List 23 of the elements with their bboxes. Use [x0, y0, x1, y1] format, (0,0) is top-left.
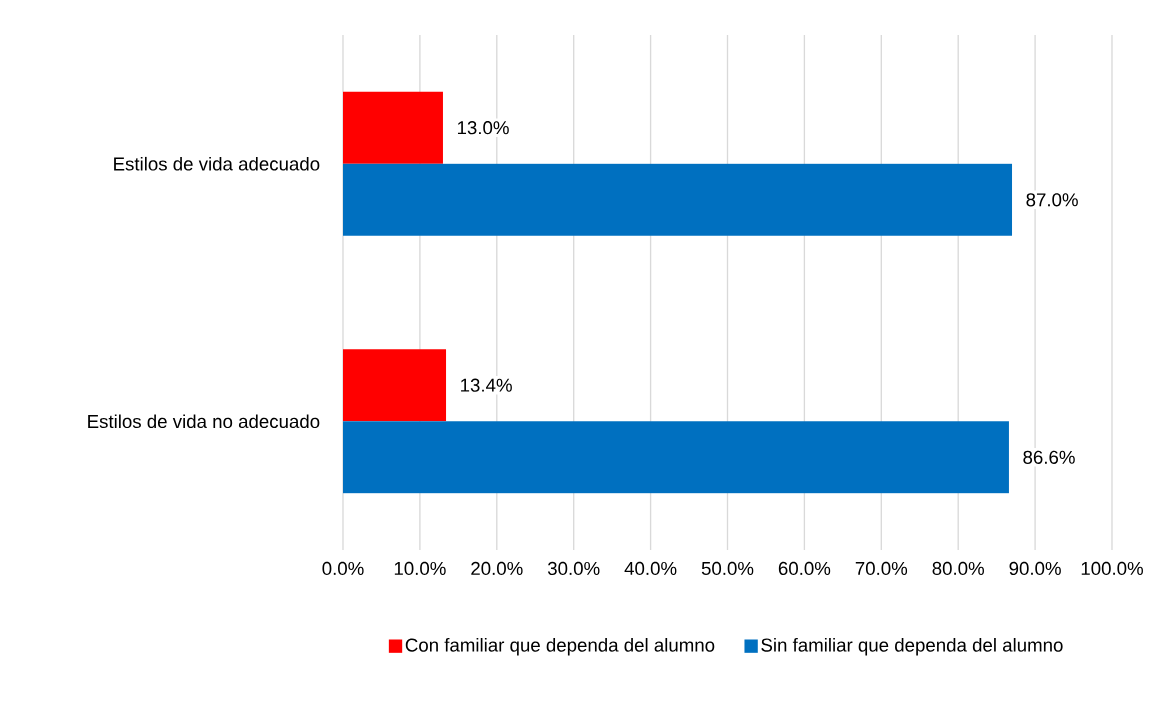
- x-tick-label: 70.0%: [855, 561, 908, 576]
- data-label: 86.6%: [1023, 450, 1075, 464]
- bar: [343, 163, 1013, 236]
- x-tick-label: 80.0%: [932, 561, 984, 576]
- x-tick-label: 20.0%: [471, 561, 523, 576]
- data-label: 13.0%: [457, 121, 509, 135]
- bar: [343, 421, 1009, 494]
- x-tick-label: 100.0%: [1081, 561, 1143, 576]
- x-tick-label: 30.0%: [547, 561, 600, 576]
- x-tick-label: 60.0%: [778, 561, 831, 576]
- x-tick-label: 50.0%: [701, 561, 754, 576]
- data-label: 87.0%: [1026, 193, 1078, 207]
- data-label: 13.4%: [461, 378, 512, 392]
- x-tick-label: 10.0%: [394, 561, 446, 576]
- legend-label: Con familiar que dependa del alumno: [405, 637, 715, 656]
- legend-label: Sin familiar que dependa del alumno: [761, 637, 1063, 656]
- y-tick-label: Estilos de vida adecuado: [114, 156, 320, 171]
- y-tick-label: Estilos de vida no adecuado: [88, 414, 320, 429]
- bar: [343, 91, 443, 164]
- x-tick-label: 90.0%: [1009, 561, 1061, 576]
- x-tick-label: 0.0%: [322, 561, 364, 576]
- x-tick-label: 40.0%: [624, 561, 677, 576]
- bar: [343, 349, 447, 422]
